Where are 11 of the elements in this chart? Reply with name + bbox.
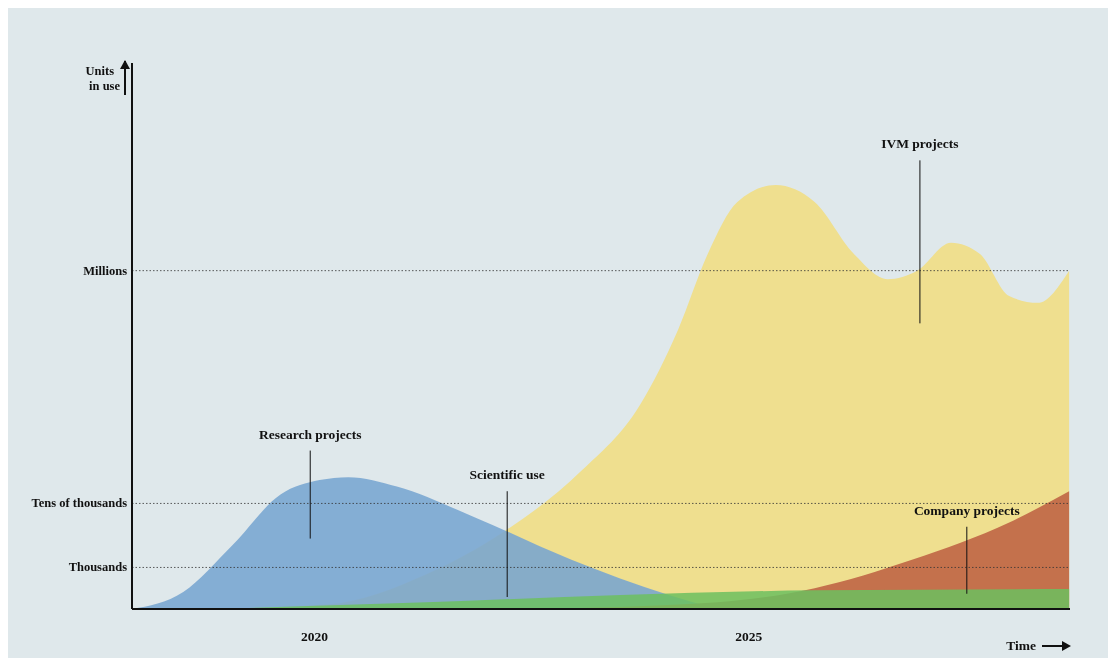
ref-line-label: Thousands [68, 560, 128, 575]
text: Scientific use [469, 467, 545, 483]
x-tick-label: 2025 [735, 629, 763, 644]
text: IVM projects [881, 136, 959, 152]
x-axis-title: Time [1006, 638, 1037, 653]
ref-line-label: Tens of thousands [31, 496, 128, 511]
text: Research projects [258, 426, 362, 442]
series-label: Company projects [913, 502, 1020, 518]
text: Units in use [85, 64, 121, 93]
x-tick-label: 2020 [300, 629, 329, 644]
ref-line-label: Millions [83, 263, 128, 278]
